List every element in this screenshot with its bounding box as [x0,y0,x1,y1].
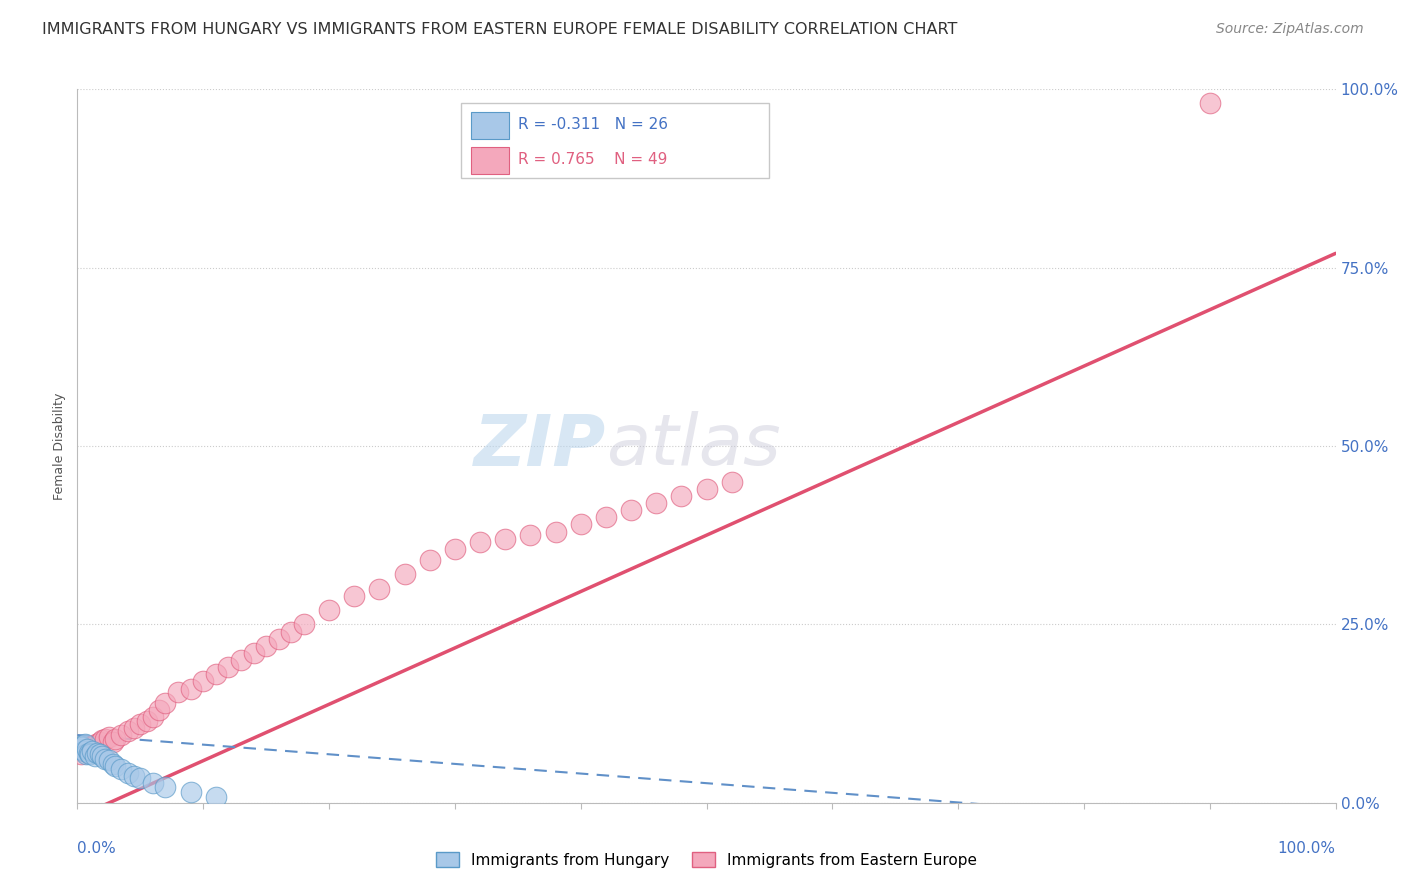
Text: 100.0%: 100.0% [1278,841,1336,855]
Point [292,617,315,632]
FancyBboxPatch shape [471,147,509,174]
Point [645,496,668,510]
Point [117,765,139,780]
Text: IMMIGRANTS FROM HUNGARY VS IMMIGRANTS FROM EASTERN EUROPE FEMALE DISABILITY CORR: IMMIGRANTS FROM HUNGARY VS IMMIGRANTS FR… [42,22,957,37]
Point [84,737,107,751]
Point [135,714,157,728]
Point [79,740,101,755]
Point [343,589,366,603]
Point [69,742,91,756]
Point [101,735,124,749]
Point [104,758,127,772]
Point [86,746,108,760]
Point [75,747,97,762]
Point [468,535,491,549]
Point [595,510,617,524]
Point [101,756,124,771]
Point [620,503,643,517]
Point [72,740,94,755]
Point [696,482,718,496]
Point [1199,96,1222,111]
Point [180,681,202,696]
Point [671,489,693,503]
Point [73,737,96,751]
Text: R = -0.311   N = 26: R = -0.311 N = 26 [517,117,668,132]
Point [155,696,177,710]
Point [242,646,264,660]
Point [97,730,120,744]
Point [519,528,541,542]
Point [129,717,152,731]
Point [318,603,340,617]
Point [129,771,152,785]
Point [94,751,117,765]
Text: Source: ZipAtlas.com: Source: ZipAtlas.com [1216,22,1364,37]
Point [77,746,100,760]
Point [167,685,190,699]
Text: 0.0%: 0.0% [77,841,117,855]
Point [254,639,277,653]
Point [368,582,391,596]
Point [394,567,416,582]
Point [117,724,139,739]
Point [104,731,127,746]
Point [110,728,132,742]
Text: ZIP: ZIP [474,411,606,481]
Text: R = 0.765    N = 49: R = 0.765 N = 49 [517,153,666,167]
Text: atlas: atlas [606,411,780,481]
Point [191,674,215,689]
Point [110,762,132,776]
Point [122,721,145,735]
Point [142,776,165,790]
FancyBboxPatch shape [471,112,509,139]
Point [148,703,170,717]
Point [217,660,239,674]
Point [419,553,441,567]
Point [229,653,252,667]
Point [544,524,567,539]
Y-axis label: Female Disability: Female Disability [53,392,66,500]
Point [82,739,104,753]
Point [89,735,111,749]
Point [204,790,226,805]
Point [84,749,107,764]
Point [280,624,302,639]
Point [89,747,111,762]
Point [94,731,117,746]
Point [494,532,516,546]
Point [204,667,226,681]
Point [70,747,93,762]
Point [122,769,145,783]
FancyBboxPatch shape [461,103,769,178]
Point [267,632,290,646]
Point [180,785,202,799]
Point [142,710,165,724]
Point [720,475,742,489]
Point [155,780,177,794]
Point [72,744,94,758]
Point [70,739,93,753]
Point [76,742,98,756]
Point [79,747,101,762]
Point [72,744,94,758]
Point [97,753,120,767]
Point [569,517,592,532]
Point [82,744,104,758]
Point [444,542,467,557]
Point [91,749,114,764]
Point [91,733,114,747]
Point [76,742,98,756]
Legend: Immigrants from Hungary, Immigrants from Eastern Europe: Immigrants from Hungary, Immigrants from… [430,846,983,873]
